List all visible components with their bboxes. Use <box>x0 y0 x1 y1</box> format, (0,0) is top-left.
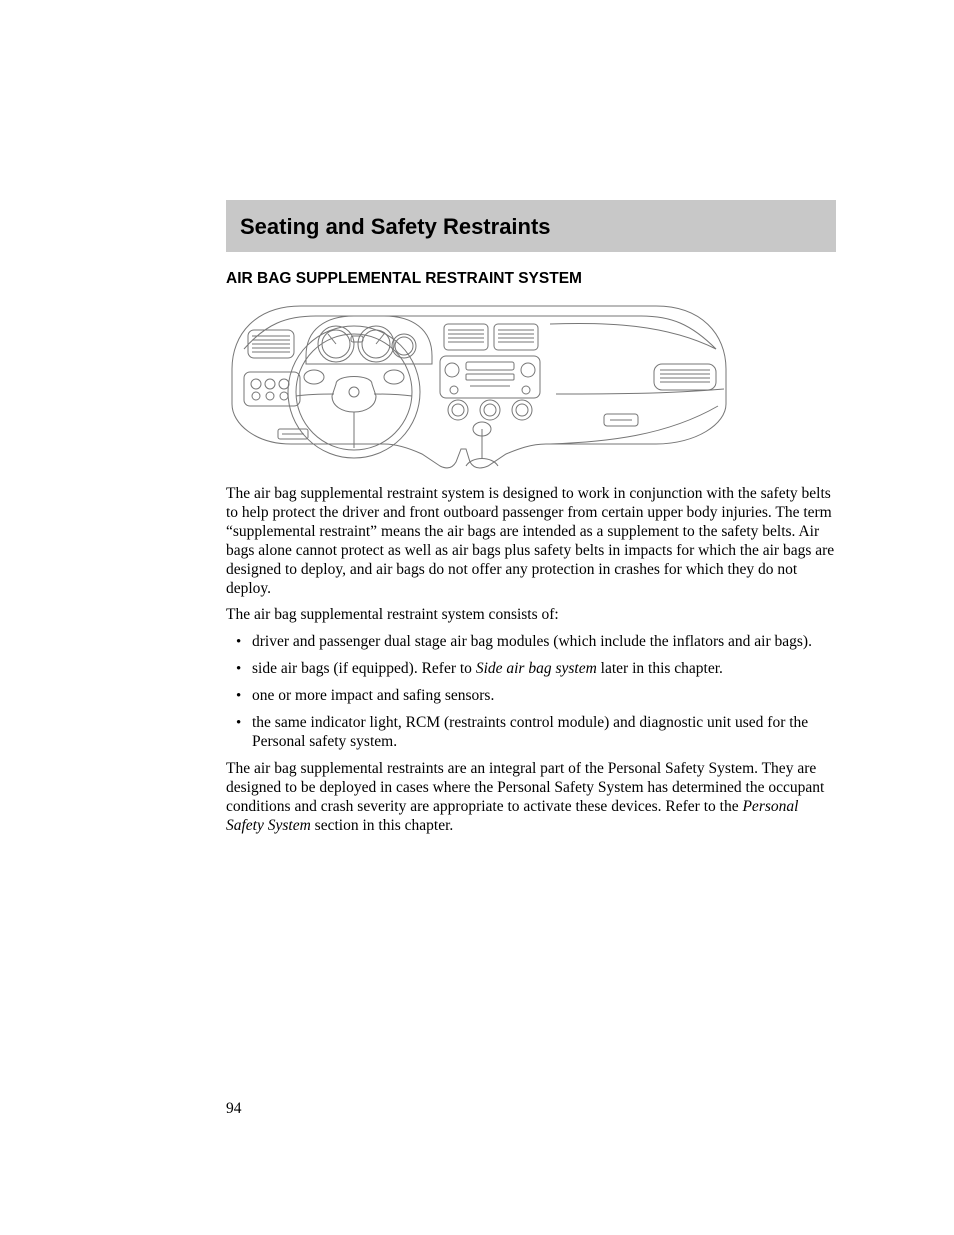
bullet-list: driver and passenger dual stage air bag … <box>226 633 836 752</box>
paragraph-list-intro: The air bag supplemental restraint syste… <box>226 606 836 625</box>
list-text: later in this chapter. <box>597 660 723 677</box>
list-text-italic: Side air bag system <box>476 660 597 677</box>
document-page: Seating and Safety Restraints AIR BAG SU… <box>0 0 954 836</box>
para-text: The air bag supplemental restraints are … <box>226 760 824 815</box>
list-item: the same indicator light, RCM (restraint… <box>226 714 836 752</box>
list-text: side air bags (if equipped). Refer to <box>252 660 476 677</box>
para-text: section in this chapter. <box>311 817 453 834</box>
list-item: side air bags (if equipped). Refer to Si… <box>226 660 836 679</box>
page-number: 94 <box>226 1100 242 1118</box>
list-text: driver and passenger dual stage air bag … <box>252 633 812 650</box>
section-heading: AIR BAG SUPPLEMENTAL RESTRAINT SYSTEM <box>226 270 836 288</box>
paragraph-intro: The air bag supplemental restraint syste… <box>226 485 836 598</box>
list-item: one or more impact and safing sensors. <box>226 687 836 706</box>
chapter-title: Seating and Safety Restraints <box>240 214 822 240</box>
list-text: the same indicator light, RCM (restraint… <box>252 714 808 750</box>
dashboard-illustration <box>226 294 731 469</box>
chapter-heading-bar: Seating and Safety Restraints <box>226 200 836 252</box>
list-text: one or more impact and safing sensors. <box>252 687 494 704</box>
list-item: driver and passenger dual stage air bag … <box>226 633 836 652</box>
paragraph-closing: The air bag supplemental restraints are … <box>226 760 836 836</box>
